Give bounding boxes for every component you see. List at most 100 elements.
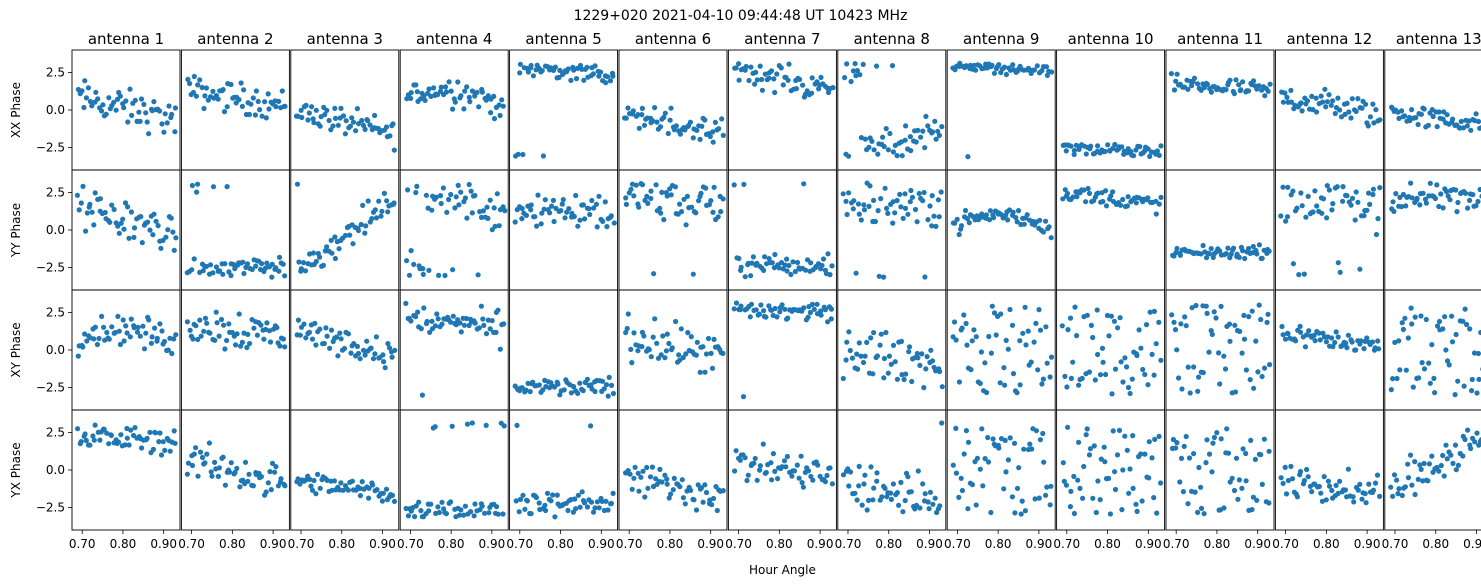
data-point: [980, 483, 986, 489]
data-point: [1001, 64, 1008, 70]
data-point: [1002, 382, 1008, 388]
data-point: [1093, 509, 1099, 516]
data-point: [784, 268, 790, 274]
data-point: [332, 105, 338, 111]
panel-1-4: [399, 49, 509, 171]
data-point: [1355, 96, 1361, 102]
data-point: [575, 223, 581, 229]
data-point: [1415, 476, 1421, 482]
data-point: [151, 99, 157, 105]
data-point: [933, 136, 939, 142]
data-point: [1468, 445, 1474, 452]
data-point: [1100, 359, 1106, 365]
data-point: [385, 341, 391, 347]
data-point: [437, 193, 444, 199]
data-point: [1375, 216, 1381, 222]
data-point: [97, 437, 103, 443]
data-point: [517, 496, 524, 502]
data-point: [922, 491, 928, 497]
panel-3-11: [1165, 289, 1275, 411]
data-point: [1416, 375, 1422, 381]
data-point: [1083, 432, 1089, 438]
data-point: [1233, 455, 1240, 461]
data-point: [1142, 371, 1148, 378]
data-point: [631, 330, 637, 336]
data-point: [226, 321, 232, 327]
data-point: [308, 483, 314, 489]
data-point: [645, 485, 651, 491]
data-point: [929, 223, 935, 229]
data-point: [203, 85, 209, 91]
x-tick-label: 0.80: [110, 537, 137, 551]
panel-1-9: [946, 49, 1056, 171]
data-point: [1225, 450, 1232, 456]
x-tick-label: 0.90: [1354, 537, 1381, 551]
data-point: [861, 481, 867, 487]
data-point: [965, 506, 971, 512]
data-point: [825, 319, 831, 325]
data-point: [886, 353, 893, 359]
data-point: [1036, 495, 1042, 501]
data-point: [1310, 107, 1316, 113]
data-point: [779, 464, 785, 470]
data-point: [1048, 235, 1054, 241]
data-point: [476, 325, 482, 331]
data-point: [1465, 205, 1471, 211]
data-point: [657, 205, 663, 211]
data-point: [488, 110, 494, 116]
data-point: [731, 306, 737, 312]
data-point: [1249, 308, 1255, 314]
axes-frame: [509, 409, 619, 531]
data-point: [206, 440, 212, 446]
data-point: [1016, 465, 1022, 471]
data-point: [382, 365, 388, 371]
data-point: [157, 430, 163, 436]
data-point: [131, 325, 137, 331]
data-point: [1240, 79, 1246, 85]
data-point: [631, 475, 637, 481]
data-point: [565, 507, 571, 514]
panel-1-10: [1056, 49, 1166, 171]
data-point: [864, 339, 870, 345]
data-point: [1412, 491, 1418, 498]
data-point: [589, 197, 595, 204]
data-point: [743, 63, 749, 70]
axes-frame: [1384, 409, 1481, 531]
data-point: [738, 303, 744, 309]
data-point: [461, 512, 467, 518]
data-point: [1254, 497, 1260, 503]
data-point: [92, 422, 98, 428]
data-point: [282, 103, 288, 109]
data-point: [1001, 486, 1007, 492]
data-point: [435, 504, 441, 510]
data-point: [140, 323, 146, 329]
data-point: [1254, 251, 1260, 257]
data-point: [1318, 490, 1324, 496]
x-tick-label: 0.90: [479, 537, 506, 551]
data-point: [153, 430, 159, 436]
data-point: [1332, 339, 1338, 346]
data-point: [881, 143, 887, 150]
data-point: [494, 504, 500, 510]
data-point: [1320, 196, 1327, 202]
data-point: [462, 88, 468, 94]
data-point: [666, 340, 672, 347]
x-tick-label: 0.70: [616, 537, 643, 551]
data-point: [483, 97, 489, 103]
data-point: [890, 481, 897, 487]
data-point: [888, 496, 895, 502]
row-ylabel: YY Phase: [9, 203, 23, 258]
data-point: [1076, 439, 1082, 445]
data-point: [935, 197, 942, 203]
data-point: [94, 341, 100, 348]
data-point: [551, 218, 557, 225]
data-point: [1344, 345, 1350, 351]
data-point: [963, 63, 969, 69]
data-point: [146, 131, 152, 137]
data-point: [513, 498, 519, 504]
x-tick-label: 0.90: [697, 537, 724, 551]
data-point: [342, 232, 349, 239]
data-point: [481, 322, 487, 328]
data-point: [805, 314, 811, 320]
data-point: [1337, 478, 1343, 484]
